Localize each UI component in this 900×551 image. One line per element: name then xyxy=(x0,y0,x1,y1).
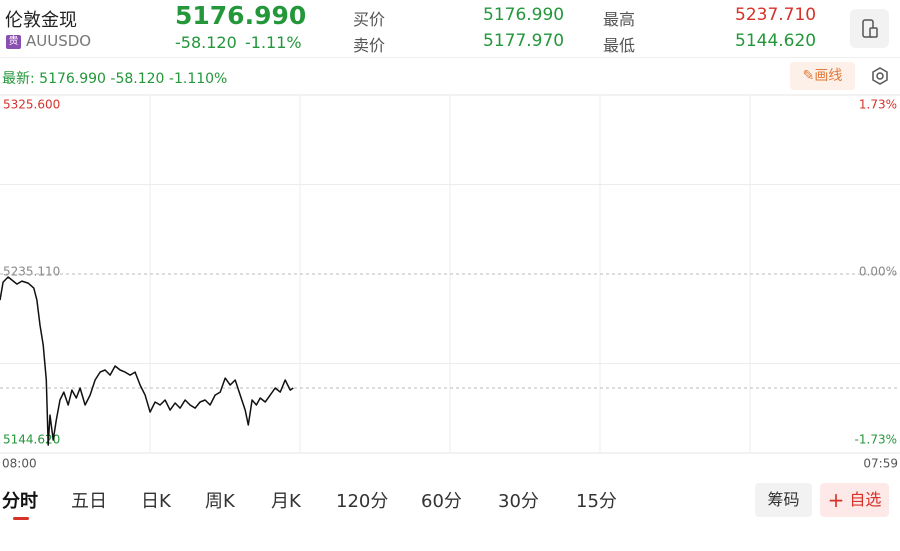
symbol-code: AUUSDO xyxy=(26,32,92,50)
change-percent: -1.11% xyxy=(245,33,302,52)
bid: 5176.990 xyxy=(483,5,565,25)
tab[interactable]: 月K xyxy=(271,491,301,512)
tab[interactable]: 120分 xyxy=(336,491,389,512)
bid-label: 买价 xyxy=(353,10,386,29)
x-tick-label: 07:59 xyxy=(863,457,898,471)
y2-tick-label: 0.00% xyxy=(859,265,897,279)
latest-info: 最新: 5176.990 -58.120 -1.110% xyxy=(2,71,228,87)
high: 5237.710 xyxy=(735,5,817,25)
low-label: 最低 xyxy=(603,36,636,55)
high-label: 最高 xyxy=(603,10,636,29)
tab[interactable]: 30分 xyxy=(498,491,539,512)
price: 5176.990 xyxy=(175,1,307,30)
watchlist-label: 自选 xyxy=(849,490,882,509)
y2-tick-label: 1.73% xyxy=(859,98,897,112)
ask: 5177.970 xyxy=(483,31,565,51)
draw-button[interactable]: ✎画线 xyxy=(790,62,855,90)
tab-indicator xyxy=(13,517,29,520)
chart: 5325.600 5235.110 5144.620 1.73% 0.00% -1.73%… xyxy=(0,94,900,471)
settings-icon[interactable] xyxy=(870,66,890,86)
tab[interactable]: 日K xyxy=(141,491,171,512)
tab[interactable]: 15分 xyxy=(576,491,617,512)
watchlist-button[interactable]: + 自选 xyxy=(820,483,889,517)
y-tick-label: 5144.620 xyxy=(3,433,60,447)
tab[interactable]: 周K xyxy=(205,491,235,512)
orientation-button[interactable] xyxy=(850,9,889,48)
symbol-name: 伦敦金现 xyxy=(5,10,77,31)
chips-button[interactable]: 筹码 xyxy=(755,483,812,517)
price-line xyxy=(0,276,294,446)
tab[interactable]: 60分 xyxy=(421,491,462,512)
chips-label: 筹码 xyxy=(767,490,800,509)
device-icon xyxy=(862,19,878,38)
change: -58.120 xyxy=(175,33,237,52)
y-tick-label: 5235.110 xyxy=(3,265,60,279)
low: 5144.620 xyxy=(735,31,817,51)
plus-icon: + xyxy=(827,488,845,512)
draw-label: ✎画线 xyxy=(802,68,843,84)
ask-label: 卖价 xyxy=(353,36,386,55)
tab[interactable]: 五日 xyxy=(71,491,107,512)
tab[interactable]: 分时 xyxy=(2,491,38,512)
y2-tick-label: -1.73% xyxy=(855,433,897,447)
x-tick-label: 08:00 xyxy=(2,457,37,471)
y-tick-label: 5325.600 xyxy=(3,98,60,112)
badge: 贵 xyxy=(6,35,21,49)
divider xyxy=(0,57,900,58)
